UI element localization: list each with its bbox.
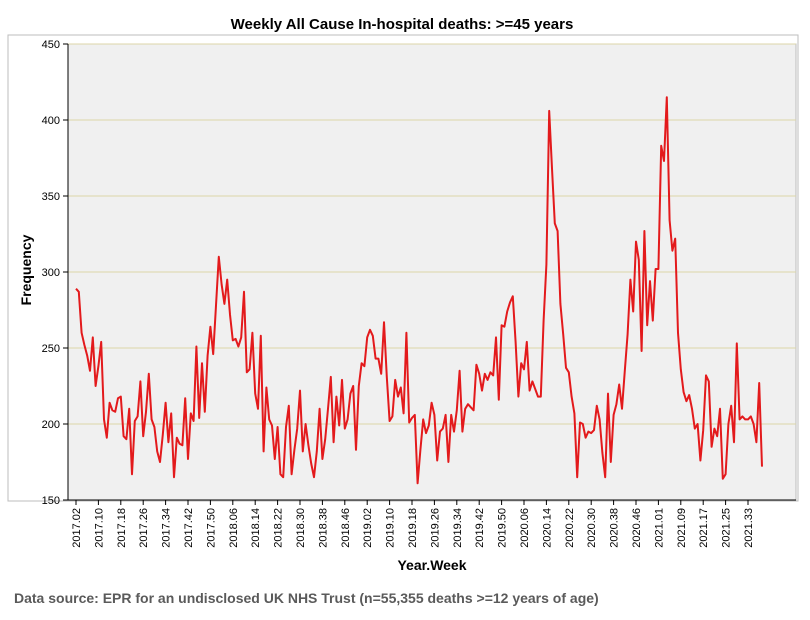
x-tick-label: 2019.18 xyxy=(407,508,419,548)
data-source-note: Data source: EPR for an undisclosed UK N… xyxy=(14,590,599,606)
y-ticks: 150 200 250 300 350 400 450 xyxy=(42,39,68,507)
x-tick-label: 2021.25 xyxy=(721,508,733,548)
x-tick-label: 2019.02 xyxy=(362,508,374,548)
x-tick-label: 2021.17 xyxy=(698,508,710,548)
x-tick-label: 2018.06 xyxy=(228,508,240,548)
x-tick-label: 2020.30 xyxy=(586,508,598,548)
x-tick-label: 2021.01 xyxy=(653,508,665,548)
x-tick-label: 2017.02 xyxy=(71,508,83,548)
x-tick-label: 2017.50 xyxy=(205,508,217,548)
x-tick-label: 2020.38 xyxy=(609,508,621,548)
x-tick-label: 2020.22 xyxy=(564,508,576,548)
x-tick-label: 2017.42 xyxy=(183,508,195,548)
x-ticks: 2017.02 2017.10 2017.18 2017.26 2017.34 2017.… xyxy=(71,500,755,548)
x-tick-label: 2019.34 xyxy=(452,508,464,548)
x-tick-label: 2018.46 xyxy=(340,508,352,548)
x-tick-label: 2019.42 xyxy=(474,508,486,548)
x-tick-label: 2021.09 xyxy=(676,508,688,548)
x-tick-label: 2020.14 xyxy=(541,508,553,548)
y-tick-label: 150 xyxy=(42,495,60,507)
series-line-frequency xyxy=(75,96,763,485)
x-tick-label: 2018.30 xyxy=(295,508,307,548)
y-tick-label: 300 xyxy=(42,267,60,279)
y-tick-label: 450 xyxy=(42,39,60,51)
x-tick-label: 2021.33 xyxy=(743,508,755,548)
y-tick-label: 200 xyxy=(42,419,60,431)
x-tick-label: 2018.22 xyxy=(273,508,285,548)
x-tick-label: 2018.38 xyxy=(317,508,329,548)
y-tick-label: 250 xyxy=(42,343,60,355)
x-tick-label: 2020.06 xyxy=(519,508,531,548)
x-tick-label: 2019.26 xyxy=(429,508,441,548)
x-tick-label: 2017.34 xyxy=(161,508,173,548)
y-tick-label: 400 xyxy=(42,115,60,127)
x-tick-label: 2018.14 xyxy=(250,508,262,548)
x-tick-label: 2019.50 xyxy=(497,508,509,548)
x-axis-label: Year.Week xyxy=(397,557,466,573)
y-tick-label: 350 xyxy=(42,191,60,203)
y-axis-label: Frequency xyxy=(18,234,34,305)
chart-title: Weekly All Cause In-hospital deaths: >=4… xyxy=(231,16,574,33)
x-tick-label: 2017.18 xyxy=(116,508,128,548)
x-tick-label: 2017.10 xyxy=(93,508,105,548)
x-tick-label: 2017.26 xyxy=(138,508,150,548)
x-tick-label: 2020.46 xyxy=(631,508,643,548)
x-tick-label: 2019.10 xyxy=(385,508,397,548)
